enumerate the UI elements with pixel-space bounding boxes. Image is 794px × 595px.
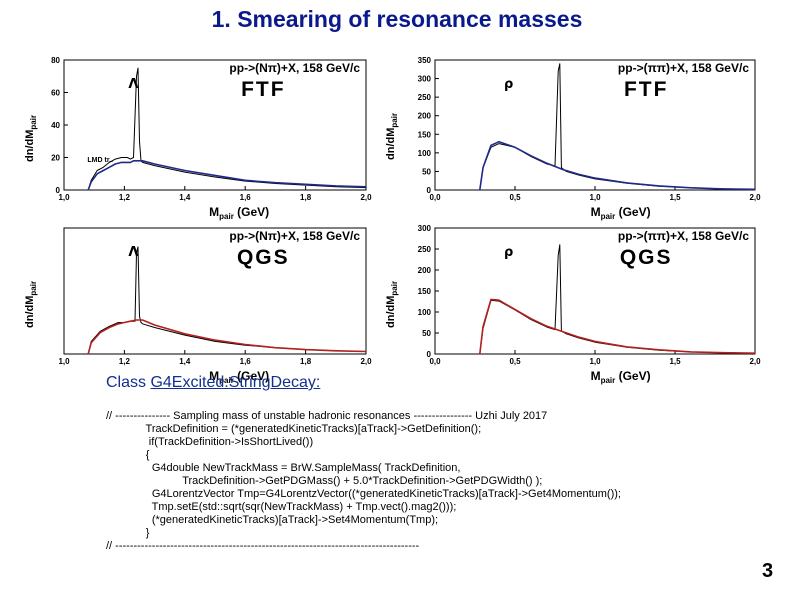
chart-svg-qgs-pipi: 0,0 0,5 1,0 1,5 2,0 0 50 100 150 200 250 300 Mpair (… [418, 224, 761, 385]
chart-qgs-npi: dn/dMpair 1,0 1,2 1,4 1,6 1,8 2,0 Mpair (GeV) p… [18, 218, 388, 385]
code-line: TrackDefinition = (*generatedKineticTrac… [106, 423, 482, 435]
y-tick-label: 100 [418, 149, 432, 158]
chart-ftf-pipi: dn/dMpair 0,0 0,5 1,0 1,5 2,0 0 50 100 150 200 250… [385, 50, 775, 221]
chart-svg-ftf-pipi: 0,0 0,5 1,0 1,5 2,0 0 50 100 150 200 250 300 350 Mpai… [418, 56, 761, 221]
series-line-red [87, 319, 367, 355]
chart-svg-qgs-npi: 1,0 1,2 1,4 1,6 1,8 2,0 Mpair (GeV) pp->(Nπ)+X,… [58, 227, 372, 385]
code-line: if(TrackDefinition->IsShortLived()) [106, 436, 314, 448]
x-tick-label: 1,8 [300, 357, 312, 366]
x-tick-label: 1,2 [119, 193, 131, 202]
y-tick-label: 50 [422, 167, 431, 176]
model-label: QGS [237, 246, 290, 269]
code-line: (*generatedKineticTracks)[aTrack]->Set4M… [106, 514, 439, 526]
y-tick-label: 150 [418, 287, 432, 296]
x-tick-label: 1,0 [589, 357, 601, 366]
y-tick-label: 100 [418, 308, 432, 317]
x-tick-label: 1,0 [58, 357, 70, 366]
chart-ftf-npi: dn/dMpair 1,0 1,2 1,4 1,6 1,8 2,0 0 20 40 60 80 Mpa… [18, 50, 388, 221]
resonance-label: ρ [504, 245, 513, 260]
code-line: { [106, 449, 150, 461]
y-tick-label: 40 [51, 121, 60, 130]
x-tick-label: 1,0 [589, 193, 601, 202]
plot-frame [63, 227, 367, 355]
x-tick-label: 1,2 [119, 357, 131, 366]
model-label: QGS [620, 246, 673, 269]
x-tick-label: 2,0 [360, 357, 372, 366]
y-tick-label: 350 [418, 56, 432, 65]
chart-title: pp->(Nπ)+X, 158 GeV/c [229, 229, 360, 243]
series-line-black [479, 244, 756, 355]
x-tick-label: 0,0 [429, 193, 441, 202]
y-tick-label: 250 [418, 93, 432, 102]
x-tick-label: 1,4 [179, 193, 191, 202]
y-tick-label: 300 [418, 224, 432, 233]
resonance-label: ρ [504, 77, 513, 92]
plot-frame [434, 227, 756, 355]
y-tick-label: 150 [418, 130, 432, 139]
code-line: TrackDefinition->GetPDGMass() + 5.0*Trac… [106, 475, 543, 487]
plot-frame [63, 59, 367, 191]
y-tick-label: 60 [51, 89, 60, 98]
resonance-label: Λ [128, 77, 138, 92]
x-tick-label: 1,4 [179, 357, 191, 366]
y-tick-label: 200 [418, 112, 432, 121]
code-line: // --------------- Sampling mass of unst… [106, 410, 548, 422]
chart-title: pp->(Nπ)+X, 158 GeV/c [229, 61, 360, 75]
x-tick-label: 0,0 [429, 357, 441, 366]
code-line: G4LorentzVector Tmp=G4LorentzVector((*ge… [106, 488, 621, 500]
resonance-label: Λ [128, 245, 138, 260]
chart-svg-ftf-npi: 1,0 1,2 1,4 1,6 1,8 2,0 0 20 40 60 80 Mpair (GeV) pp… [51, 56, 372, 221]
x-tick-label: 0,5 [509, 193, 521, 202]
y-tick-label: 0 [427, 350, 432, 359]
extra-label: LMD tr.. [87, 157, 113, 164]
series-line-black [87, 246, 367, 355]
class-name: G4Excited.StringDecay: [150, 374, 321, 391]
y-tick-label: 0 [427, 186, 432, 195]
code-line: // -------------------------------------… [106, 540, 420, 552]
x-tick-label: 1,0 [58, 193, 70, 202]
chart-qgs-pipi: dn/dMpair 0,0 0,5 1,0 1,5 2,0 0 50 100 150 200 250… [385, 218, 775, 385]
model-label: FTF [624, 78, 668, 101]
x-axis-label: Mpair (GeV) [591, 205, 651, 221]
x-tick-label: 1,6 [240, 193, 252, 202]
y-tick-label: 200 [418, 266, 432, 275]
x-axis-label: Mpair (GeV) [209, 205, 269, 221]
series-line-black [479, 63, 756, 191]
x-axis-label: Mpair (GeV) [591, 369, 651, 385]
y-tick-label: 300 [418, 75, 432, 84]
y-tick-label: 80 [51, 56, 60, 65]
series-line-blue [479, 140, 756, 191]
chart-title: pp->(ππ)+X, 158 GeV/c [618, 229, 749, 243]
x-tick-label: 1,5 [669, 357, 681, 366]
class-heading: Class G4Excited.StringDecay: [106, 374, 320, 392]
y-tick-label: 0 [56, 186, 61, 195]
code-block: // --------------- Sampling mass of unst… [106, 410, 726, 553]
model-label: FTF [241, 78, 285, 101]
class-prefix: Class [106, 374, 151, 391]
x-tick-label: 2,0 [749, 357, 761, 366]
x-tick-label: 1,5 [669, 193, 681, 202]
y-tick-label: 20 [51, 154, 60, 163]
x-tick-label: 0,5 [509, 357, 521, 366]
x-tick-label: 2,0 [360, 193, 372, 202]
page-number: 3 [762, 560, 774, 582]
code-line: G4double NewTrackMass = BrW.SampleMass( … [106, 462, 461, 474]
x-axis-label: Mpair (GeV) [209, 369, 269, 385]
y-tick-label: 250 [418, 245, 432, 254]
slide-title: 1. Smearing of resonance masses [211, 6, 583, 32]
chart-title: pp->(ππ)+X, 158 GeV/c [618, 61, 749, 75]
y-tick-label: 50 [422, 329, 431, 338]
x-tick-label: 1,6 [240, 357, 252, 366]
code-line: } [106, 527, 150, 539]
x-tick-label: 2,0 [749, 193, 761, 202]
series-line-red [479, 298, 756, 355]
code-line: Tmp.setE(std::sqrt(sqr(NewTrackMass) + T… [106, 501, 457, 513]
x-tick-label: 1,8 [300, 193, 312, 202]
series-line-blue [87, 160, 367, 191]
